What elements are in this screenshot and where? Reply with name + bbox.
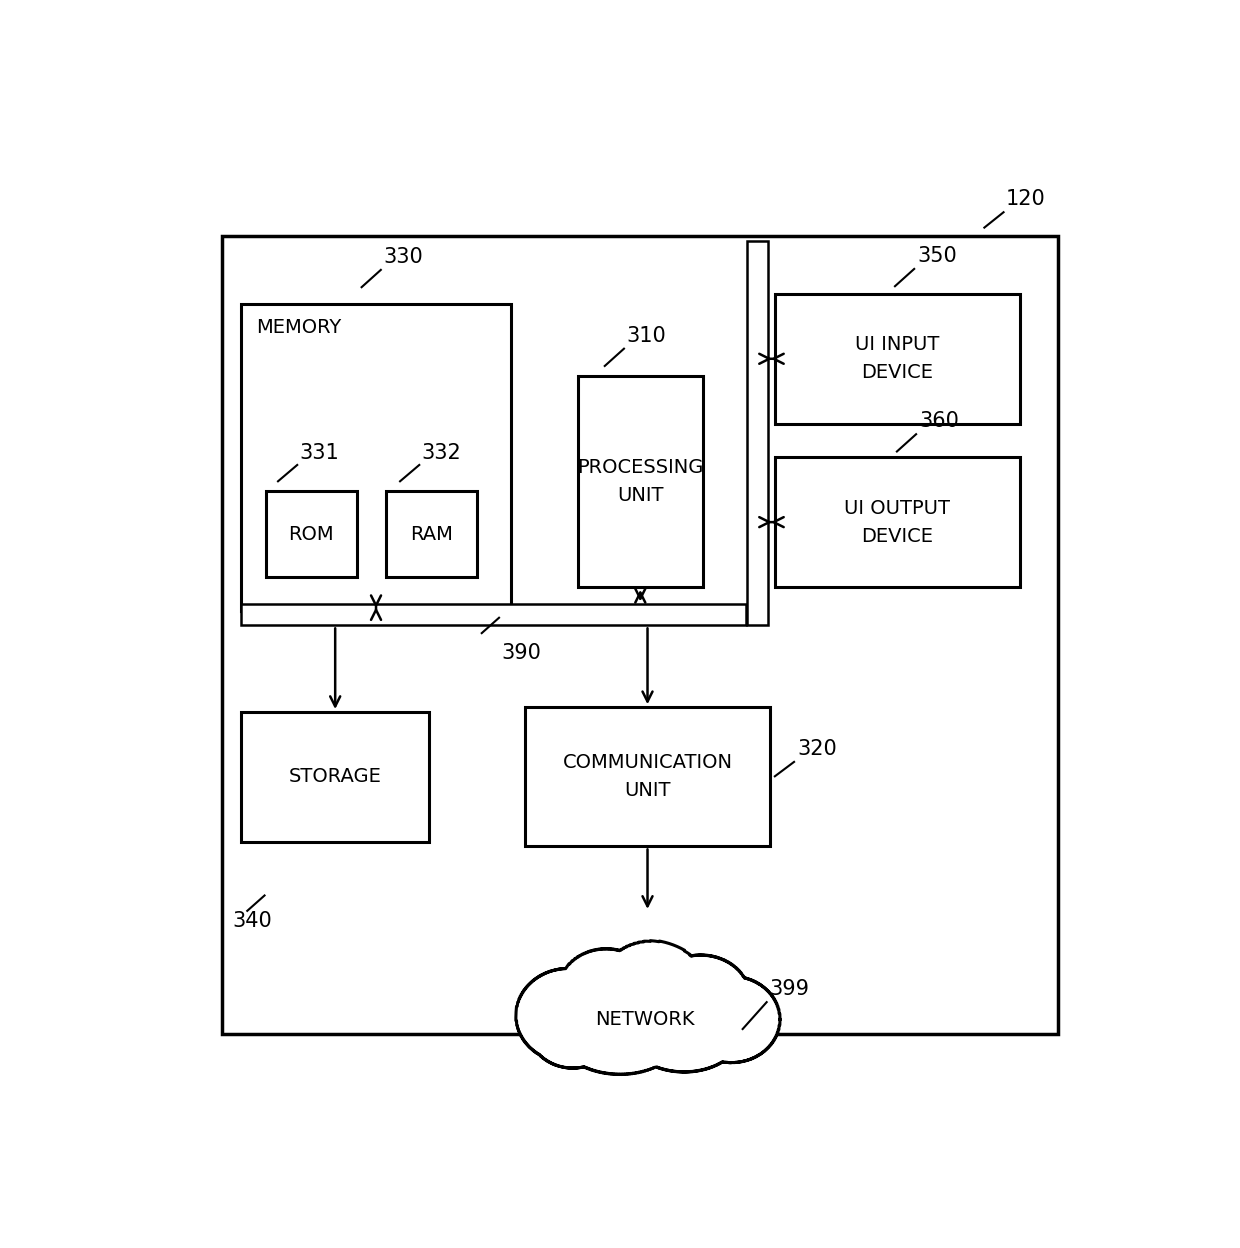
Bar: [386, 490, 477, 578]
Bar: [775, 295, 1021, 423]
Text: 360: 360: [919, 412, 959, 432]
Text: 120: 120: [1006, 190, 1045, 210]
Bar: [242, 604, 746, 625]
Text: 332: 332: [422, 443, 461, 463]
Text: 390: 390: [501, 643, 541, 663]
Text: 320: 320: [797, 739, 837, 759]
Bar: [242, 711, 429, 841]
Text: UI INPUT
DEVICE: UI INPUT DEVICE: [856, 336, 940, 382]
Text: 340: 340: [232, 911, 272, 931]
Bar: [775, 457, 1021, 587]
Text: COMMUNICATION
UNIT: COMMUNICATION UNIT: [563, 754, 733, 800]
Text: NETWORK: NETWORK: [595, 1010, 694, 1028]
Bar: [746, 241, 768, 625]
Bar: [242, 303, 511, 612]
Text: UI OUTPUT
DEVICE: UI OUTPUT DEVICE: [844, 499, 950, 545]
Text: STORAGE: STORAGE: [289, 768, 382, 786]
Text: RAM: RAM: [410, 524, 453, 544]
Text: 331: 331: [299, 443, 339, 463]
Bar: [222, 236, 1058, 1033]
Bar: [578, 376, 703, 587]
Text: 330: 330: [383, 247, 424, 267]
Text: 399: 399: [770, 980, 810, 1000]
Text: 310: 310: [626, 326, 666, 346]
Text: PROCESSING
UNIT: PROCESSING UNIT: [577, 458, 703, 504]
Polygon shape: [516, 941, 780, 1075]
Text: MEMORY: MEMORY: [255, 318, 341, 337]
Text: 350: 350: [918, 246, 957, 266]
Bar: [265, 490, 357, 578]
Bar: [525, 708, 770, 846]
Text: ROM: ROM: [289, 524, 334, 544]
